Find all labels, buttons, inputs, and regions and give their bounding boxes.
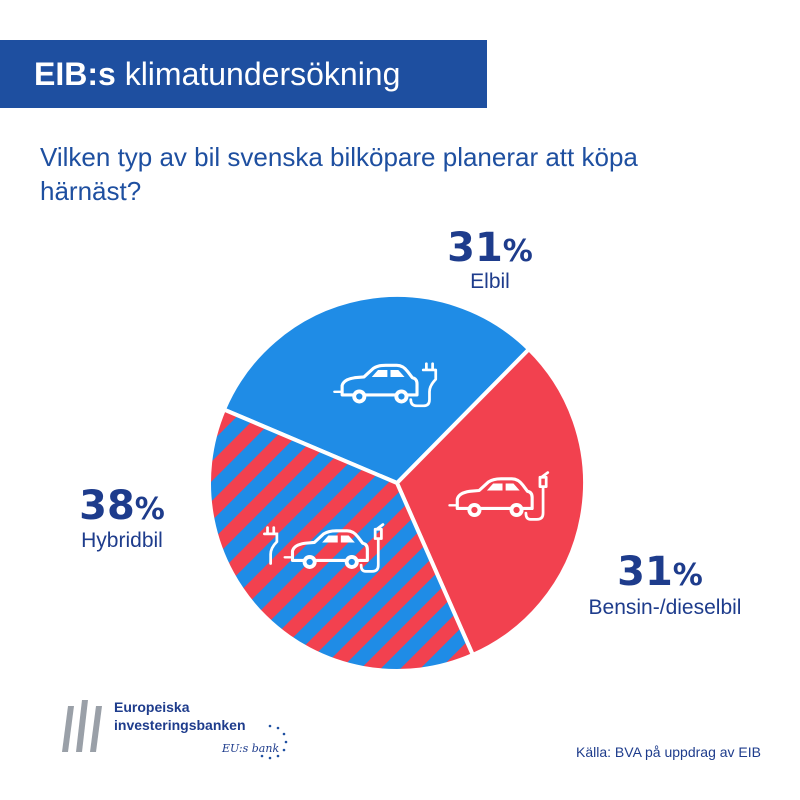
title-banner: EIB:s klimatundersökning: [0, 40, 487, 108]
hybrid-percent: 38%: [62, 486, 182, 530]
pie-slice-elbil: [221, 293, 532, 485]
chart-question: Vilken typ av bil svenska bilköpare plan…: [40, 142, 638, 206]
title-rest: klimatundersökning: [115, 55, 401, 92]
pie-slice-bensin-dieselbil: [395, 347, 587, 658]
elbil-label: Elbil: [470, 270, 510, 293]
bensin-percent: 31%: [600, 552, 720, 596]
hybrid-car-icon: [263, 523, 385, 573]
eib-tagline: EU:s bank: [222, 742, 280, 755]
elbil-percent: 31%: [430, 228, 550, 272]
hybrid-percent-sign: %: [134, 492, 165, 527]
elbil-percent-sign: %: [502, 234, 533, 269]
hybrid-label: Hybridbil: [81, 529, 163, 552]
fuel-car-icon: [447, 471, 550, 521]
eib-logo: Europeiska investeringsbanken EU:s bank: [58, 698, 318, 768]
bensin-percent-sign: %: [672, 558, 703, 593]
eib-name-line1: Europeiska: [114, 699, 190, 715]
elbil-percent-value: 31: [447, 225, 503, 271]
eu-stars-icon: [260, 724, 288, 760]
source-note: Källa: BVA på uppdrag av EIB: [576, 744, 761, 760]
title-bold: EIB:s: [34, 55, 116, 92]
eib-name-line2: investeringsbanken: [114, 717, 246, 733]
eib-bars-icon: [62, 700, 102, 752]
electric-car-icon: [332, 362, 438, 408]
bensin-label: Bensin-/dieselbil: [588, 596, 742, 619]
bensin-percent-value: 31: [617, 549, 673, 595]
eib-name: Europeiska investeringsbanken: [114, 698, 246, 734]
hybrid-percent-value: 38: [79, 483, 135, 529]
